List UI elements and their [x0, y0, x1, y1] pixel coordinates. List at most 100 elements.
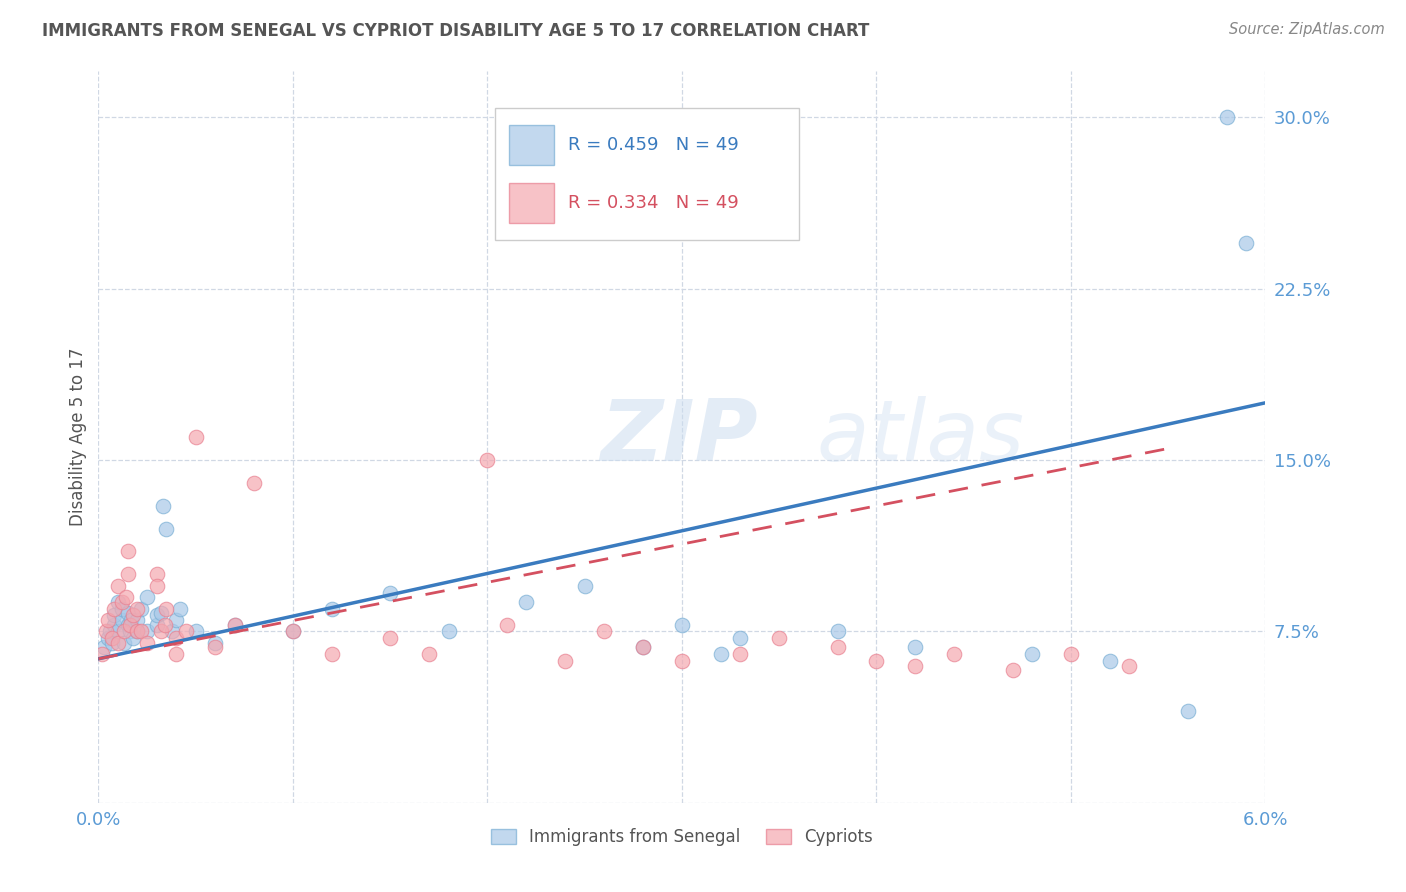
- Point: [121, 613, 143, 627]
- Point: [97, 613, 120, 627]
- Point: [321, 601, 343, 615]
- Point: [730, 647, 752, 661]
- Point: [671, 617, 693, 632]
- Point: [574, 579, 596, 593]
- Point: [111, 595, 134, 609]
- Point: [1215, 110, 1237, 124]
- Point: [98, 624, 121, 639]
- Point: [515, 595, 537, 609]
- Point: [103, 601, 125, 615]
- Point: [827, 624, 849, 639]
- Point: [477, 453, 499, 467]
- Point: [152, 499, 174, 513]
- Point: [768, 632, 790, 646]
- Point: [437, 624, 460, 639]
- Point: [418, 647, 440, 661]
- Point: [101, 632, 124, 646]
- Point: [380, 585, 402, 599]
- Point: [146, 579, 169, 593]
- Point: [93, 640, 115, 655]
- Point: [149, 624, 172, 639]
- Point: [380, 632, 402, 646]
- Point: [153, 617, 176, 632]
- Point: [107, 595, 129, 609]
- Point: [155, 521, 177, 535]
- Bar: [495, 108, 799, 240]
- Point: [631, 640, 654, 655]
- Point: [117, 567, 139, 582]
- Point: [224, 617, 246, 632]
- Point: [204, 636, 226, 650]
- Text: R = 0.459   N = 49: R = 0.459 N = 49: [568, 136, 738, 153]
- Bar: [509, 183, 554, 223]
- Point: [631, 640, 654, 655]
- Point: [149, 606, 172, 620]
- Point: [1118, 658, 1140, 673]
- Point: [107, 624, 129, 639]
- Bar: [509, 125, 554, 165]
- Point: [496, 617, 519, 632]
- Point: [710, 647, 733, 661]
- Legend: Immigrants from Senegal, Cypriots: Immigrants from Senegal, Cypriots: [485, 822, 879, 853]
- Point: [122, 632, 145, 646]
- Point: [162, 624, 184, 639]
- Point: [127, 613, 149, 627]
- Point: [165, 632, 187, 646]
- Point: [146, 567, 169, 582]
- Point: [165, 613, 187, 627]
- Point: [730, 632, 752, 646]
- Point: [671, 654, 693, 668]
- Point: [1098, 654, 1121, 668]
- Point: [129, 601, 152, 615]
- Point: [1060, 647, 1083, 661]
- Text: R = 0.334   N = 49: R = 0.334 N = 49: [568, 194, 738, 211]
- Point: [243, 475, 266, 490]
- Point: [184, 624, 207, 639]
- Point: [904, 640, 927, 655]
- Point: [103, 608, 125, 623]
- Point: [117, 617, 139, 632]
- Point: [1234, 235, 1257, 250]
- Point: [943, 647, 966, 661]
- Point: [101, 636, 124, 650]
- Point: [117, 606, 139, 620]
- Point: [1177, 705, 1199, 719]
- Point: [321, 647, 343, 661]
- Point: [96, 624, 118, 639]
- Point: [865, 654, 887, 668]
- Point: [136, 624, 159, 639]
- Point: [554, 654, 576, 668]
- Point: [165, 647, 187, 661]
- Point: [224, 617, 246, 632]
- Point: [129, 624, 152, 639]
- Text: ZIP: ZIP: [600, 395, 758, 479]
- Point: [155, 601, 177, 615]
- Point: [107, 579, 129, 593]
- Point: [136, 590, 159, 604]
- Point: [127, 624, 149, 639]
- Point: [91, 647, 114, 661]
- Point: [122, 608, 145, 623]
- Point: [112, 624, 135, 639]
- Point: [146, 617, 169, 632]
- Point: [107, 636, 129, 650]
- Point: [174, 624, 197, 639]
- Point: [827, 640, 849, 655]
- Text: IMMIGRANTS FROM SENEGAL VS CYPRIOT DISABILITY AGE 5 TO 17 CORRELATION CHART: IMMIGRANTS FROM SENEGAL VS CYPRIOT DISAB…: [42, 22, 869, 40]
- Point: [146, 608, 169, 623]
- Point: [593, 624, 616, 639]
- Point: [97, 632, 120, 646]
- Point: [117, 544, 139, 558]
- Point: [1021, 647, 1043, 661]
- Y-axis label: Disability Age 5 to 17: Disability Age 5 to 17: [69, 348, 87, 526]
- Point: [112, 636, 135, 650]
- Point: [118, 624, 141, 639]
- Point: [127, 601, 149, 615]
- Text: Source: ZipAtlas.com: Source: ZipAtlas.com: [1229, 22, 1385, 37]
- Point: [127, 624, 149, 639]
- Point: [184, 430, 207, 444]
- Point: [204, 640, 226, 655]
- Point: [169, 601, 191, 615]
- Point: [1001, 663, 1024, 677]
- Point: [111, 613, 134, 627]
